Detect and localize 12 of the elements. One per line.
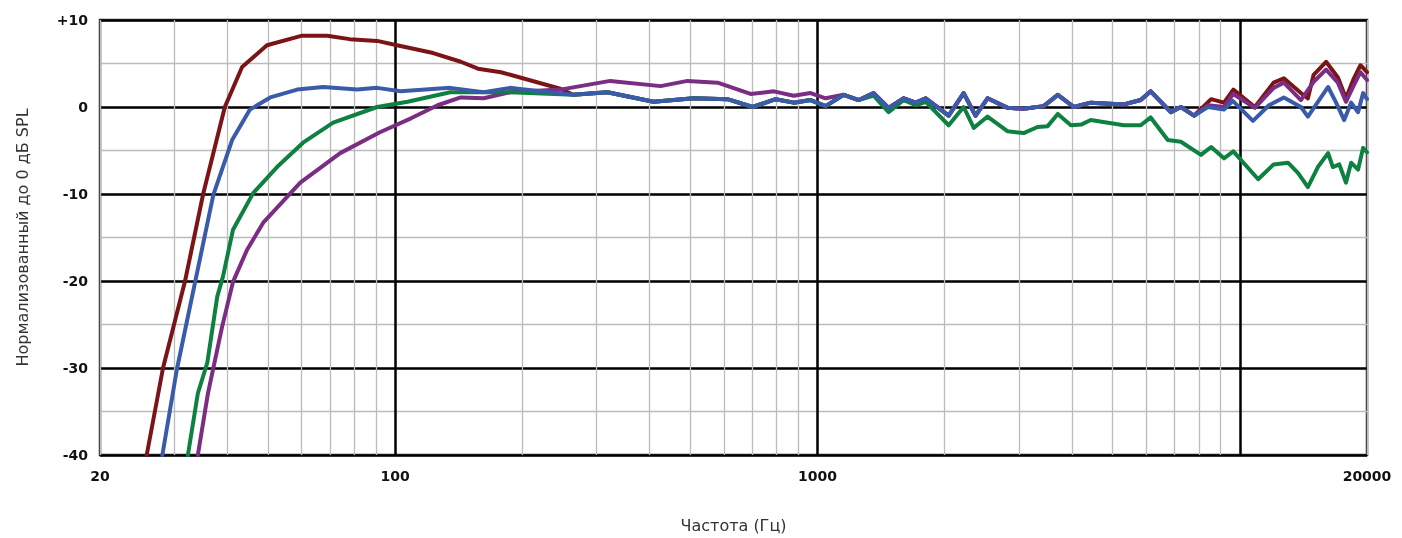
x-tick-label: 20000 <box>1342 468 1392 484</box>
x-axis-title: Частота (Гц) <box>680 515 787 535</box>
y-tick-label: 0 <box>78 99 89 115</box>
y-tick-label: -30 <box>62 360 89 376</box>
y-tick-label: -10 <box>62 186 89 202</box>
y-tick-label: -40 <box>62 447 89 463</box>
y-tick-label: -20 <box>62 273 89 289</box>
x-tick-label: 20 <box>90 468 110 484</box>
y-axis-title: Нормализованный до 0 дБ SPL <box>12 108 32 367</box>
x-tick-label: 100 <box>380 468 411 484</box>
x-tick-label: 1000 <box>798 468 838 484</box>
y-tick-label: +10 <box>56 12 89 28</box>
